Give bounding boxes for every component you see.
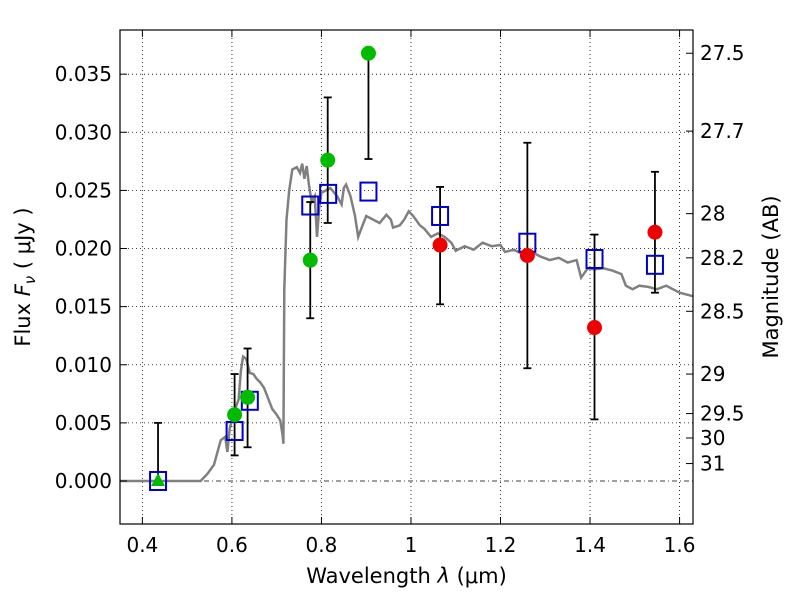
model-photometry-square xyxy=(319,183,338,204)
optical-point xyxy=(320,152,336,168)
axis-ticks: 0.4 0.6 0.8 1 1.2 1.4 1.6 0.000 0.005 0.010 0.015 0… xyxy=(55,30,745,557)
x-tick-label: 0.6 xyxy=(216,533,248,557)
x-axis-title: Wavelength λ (μm) xyxy=(306,564,507,588)
y2-tick-label: 27.7 xyxy=(700,119,745,143)
infrared-point xyxy=(587,320,603,336)
model-photometry-square xyxy=(431,205,450,226)
y2-tick-label: 29 xyxy=(700,362,725,386)
y2-tick-label: 28.5 xyxy=(700,299,745,323)
infrared-point xyxy=(647,224,663,240)
y-tick-label: 0.010 xyxy=(55,353,112,377)
y-tick-label: 0.000 xyxy=(55,469,112,493)
optical-point xyxy=(227,407,243,423)
y2-tick-label: 27.5 xyxy=(700,41,745,65)
y2-tick-label: 28.2 xyxy=(700,246,745,270)
x-tick-label: 1 xyxy=(405,533,418,557)
model-photometry-square xyxy=(359,181,378,202)
optical-point xyxy=(240,389,256,405)
x-tick-label: 1.4 xyxy=(574,533,606,557)
y2-tick-label: 31 xyxy=(700,452,725,476)
x-tick-label: 1.2 xyxy=(485,533,517,557)
infrared-point xyxy=(519,247,535,263)
optical-point xyxy=(302,252,318,268)
y2-axis-title: Magnitude (AB) xyxy=(759,195,783,358)
x-tick-label: 0.4 xyxy=(126,533,158,557)
y2-tick-label: 29.5 xyxy=(700,402,745,426)
y-axis-title: Flux Fν ( μJy ) xyxy=(11,207,39,346)
x-tick-label: 0.8 xyxy=(306,533,338,557)
optical-point xyxy=(360,45,376,61)
upper-limit-triangle xyxy=(151,472,166,486)
y-tick-label: 0.015 xyxy=(55,295,112,319)
y-tick-label: 0.020 xyxy=(55,237,112,261)
model-photometry-square xyxy=(645,254,664,275)
y2-tick-label: 30 xyxy=(700,426,725,450)
model-photometry-square xyxy=(585,248,604,269)
x-tick-label: 1.6 xyxy=(664,533,696,557)
y-tick-label: 0.030 xyxy=(55,120,112,144)
model-photometry-square xyxy=(301,195,320,216)
model-sed-line xyxy=(120,163,694,483)
y-tick-label: 0.035 xyxy=(55,62,112,86)
model-photometry-square xyxy=(149,470,168,491)
y-tick-label: 0.005 xyxy=(55,411,112,435)
y-tick-label: 0.025 xyxy=(55,178,112,202)
plot-frame xyxy=(119,29,694,525)
y2-tick-label: 28 xyxy=(700,202,725,226)
data-markers xyxy=(149,45,664,491)
infrared-point xyxy=(432,237,448,253)
